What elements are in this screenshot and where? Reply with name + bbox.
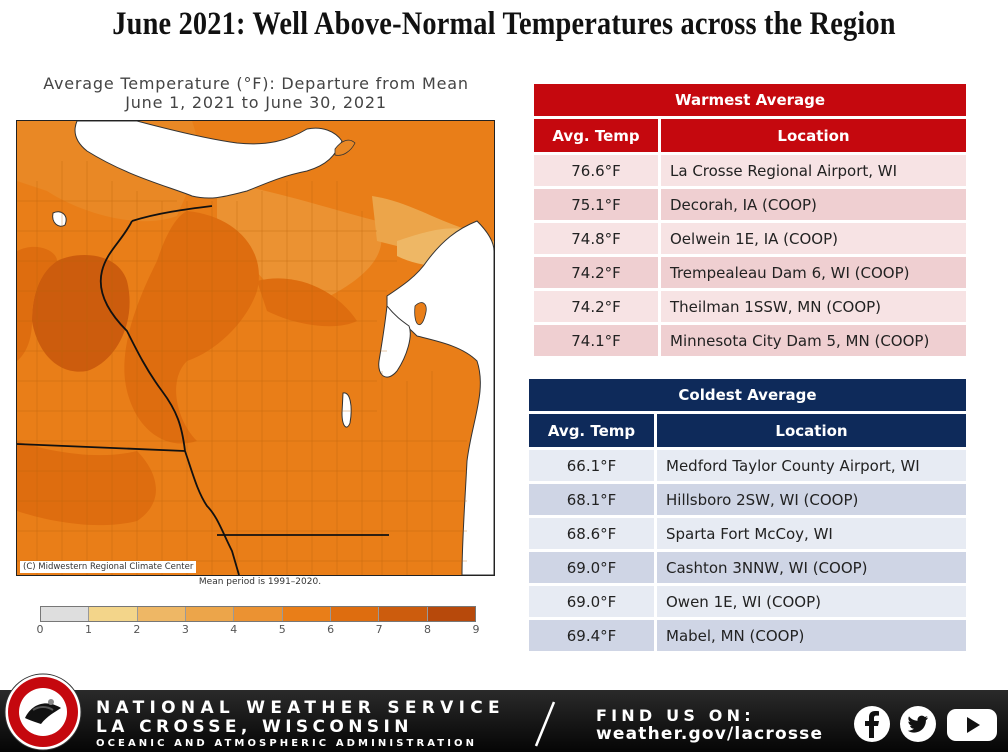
- table-row: 69.4°F Mabel, MN (COOP): [529, 620, 966, 651]
- table-row: 74.8°F Oelwein 1E, IA (COOP): [534, 223, 966, 254]
- youtube-icon[interactable]: [944, 704, 1000, 744]
- location-cell: Trempealeau Dam 6, WI (COOP): [661, 257, 966, 288]
- coldest-average-table: Coldest Average Avg. Temp Location 66.1°…: [529, 376, 966, 654]
- legend-swatch: [185, 607, 235, 621]
- table-row: 75.1°F Decorah, IA (COOP): [534, 189, 966, 220]
- office-location: LA CROSSE, WISCONSIN: [96, 717, 413, 737]
- warmest-header-temp: Avg. Temp: [534, 119, 661, 152]
- mean-period-note: Mean period is 1991–2020.: [198, 577, 322, 587]
- legend-swatch: [234, 607, 283, 621]
- legend-tick-label: 9: [472, 623, 480, 636]
- location-cell: Oelwein 1E, IA (COOP): [661, 223, 966, 254]
- temp-cell: 74.2°F: [534, 257, 661, 288]
- map-credit: (C) Midwestern Regional Climate Center: [20, 561, 197, 573]
- temp-cell: 75.1°F: [534, 189, 661, 220]
- divider-slash-icon: [534, 701, 556, 747]
- legend-tick-label: 0: [36, 623, 44, 636]
- map-title: Average Temperature (°F): Departure from…: [43, 74, 469, 93]
- location-cell: La Crosse Regional Airport, WI: [661, 155, 966, 186]
- temp-cell: 74.2°F: [534, 291, 661, 322]
- warmest-table-caption: Warmest Average: [534, 84, 966, 116]
- legend-tick-label: 7: [375, 623, 383, 636]
- temp-cell: 69.0°F: [529, 552, 657, 583]
- location-cell: Sparta Fort McCoy, WI: [657, 518, 966, 549]
- table-row: 76.6°F La Crosse Regional Airport, WI: [534, 155, 966, 186]
- table-row: 74.2°F Trempealeau Dam 6, WI (COOP): [534, 257, 966, 288]
- page-title: June 2021: Well Above-Normal Temperature…: [112, 6, 896, 42]
- legend-swatch: [330, 607, 380, 621]
- table-row: 74.1°F Minnesota City Dam 5, MN (COOP): [534, 325, 966, 356]
- footer-divider: [0, 690, 1008, 752]
- table-row: 69.0°F Owen 1E, WI (COOP): [529, 586, 966, 617]
- legend-tick-label: 2: [133, 623, 141, 636]
- color-scale-legend: [40, 606, 476, 622]
- table-row: 68.6°F Sparta Fort McCoy, WI: [529, 518, 966, 549]
- table-row: 74.2°F Theilman 1SSW, MN (COOP): [534, 291, 966, 322]
- temp-cell: 68.1°F: [529, 484, 657, 515]
- facebook-icon[interactable]: [852, 704, 892, 744]
- legend-tick-label: 6: [327, 623, 335, 636]
- find-us-label: FIND US ON:: [596, 706, 755, 725]
- temperature-departure-map: (C) Midwestern Regional Climate Center: [16, 120, 495, 576]
- coldest-header-temp: Avg. Temp: [529, 414, 657, 447]
- coldest-table-caption: Coldest Average: [529, 379, 966, 411]
- legend-tick-label: 1: [84, 623, 92, 636]
- temp-cell: 74.1°F: [534, 325, 661, 356]
- location-cell: Owen 1E, WI (COOP): [657, 586, 966, 617]
- legend-swatch: [41, 607, 90, 621]
- location-cell: Mabel, MN (COOP): [657, 620, 966, 651]
- legend-swatch: [89, 607, 138, 621]
- parent-agency: OCEANIC AND ATMOSPHERIC ADMINISTRATION: [96, 738, 478, 749]
- map-date-range: June 1, 2021 to June 30, 2021: [125, 93, 387, 112]
- temp-cell: 76.6°F: [534, 155, 661, 186]
- temp-cell: 66.1°F: [529, 450, 657, 481]
- coldest-header-location: Location: [657, 414, 966, 447]
- temp-cell: 68.6°F: [529, 518, 657, 549]
- legend-tick-label: 3: [181, 623, 189, 636]
- legend-swatch: [137, 607, 186, 621]
- legend-tick-label: 8: [424, 623, 432, 636]
- temp-cell: 74.8°F: [534, 223, 661, 254]
- location-cell: Hillsboro 2SW, WI (COOP): [657, 484, 966, 515]
- temp-cell: 69.4°F: [529, 620, 657, 651]
- legend-tick-label: 4: [230, 623, 238, 636]
- location-cell: Theilman 1SSW, MN (COOP): [661, 291, 966, 322]
- warmest-header-location: Location: [661, 119, 966, 152]
- legend-swatch: [379, 607, 428, 621]
- legend-tick-label: 5: [278, 623, 286, 636]
- legend-swatch: [282, 607, 331, 621]
- temp-cell: 69.0°F: [529, 586, 657, 617]
- warmest-average-table: Warmest Average Avg. Temp Location 76.6°…: [534, 81, 966, 359]
- location-cell: Medford Taylor County Airport, WI: [657, 450, 966, 481]
- website-link[interactable]: weather.gov/lacrosse: [596, 724, 824, 744]
- nws-logo-icon: [4, 673, 82, 751]
- location-cell: Cashton 3NNW, WI (COOP): [657, 552, 966, 583]
- twitter-icon[interactable]: [898, 704, 938, 744]
- table-row: 66.1°F Medford Taylor County Airport, WI: [529, 450, 966, 481]
- legend-swatch: [427, 607, 475, 621]
- table-row: 69.0°F Cashton 3NNW, WI (COOP): [529, 552, 966, 583]
- location-cell: Minnesota City Dam 5, MN (COOP): [661, 325, 966, 356]
- location-cell: Decorah, IA (COOP): [661, 189, 966, 220]
- org-name: NATIONAL WEATHER SERVICE: [96, 698, 505, 718]
- table-row: 68.1°F Hillsboro 2SW, WI (COOP): [529, 484, 966, 515]
